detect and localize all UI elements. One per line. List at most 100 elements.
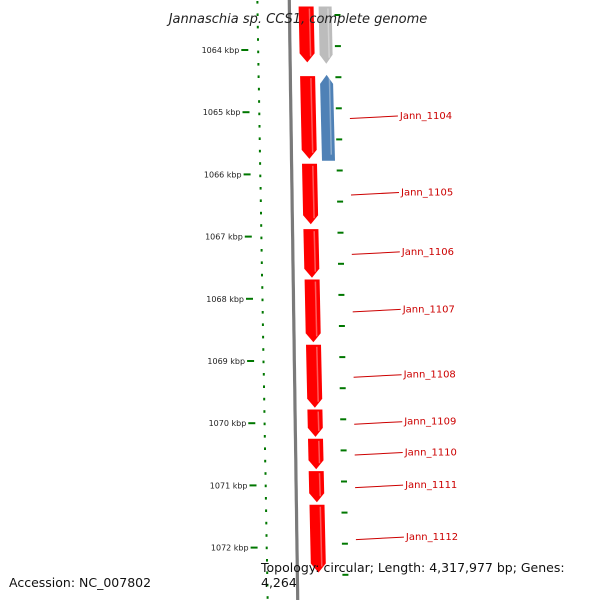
gene-highlight [328,76,333,155]
kbp-tick-label: 1064 kbp [202,46,240,55]
gene-arrow[interactable] [300,76,317,159]
ruler-dot [258,149,261,153]
ruler-dot [258,137,261,140]
ruler-minor-tick [335,107,342,110]
kbp-tick-label: 1065 kbp [203,108,241,117]
ruler-minor-tick [337,231,344,234]
ruler-dot [264,459,267,463]
gene-highlight [313,231,317,272]
ruler-dot [264,497,267,500]
gene-label[interactable]: Jann_1109 [403,417,456,428]
ruler-minor-tick [339,356,346,359]
gene[interactable] [309,504,326,573]
ruler-minor-tick [341,542,348,545]
gene-arrow[interactable] [308,438,324,470]
ruler-dot [259,187,262,190]
topology-summary: Topology: circular; Length: 4,317,977 bp… [261,560,565,590]
ruler-minor-tick [336,138,343,141]
ruler-dot [258,100,261,103]
gene-label-leader [355,536,404,541]
gene-arrow[interactable] [308,471,325,503]
genome-title: Jannaschia sp. CCS1, complete genome [166,12,428,27]
gene[interactable] [304,279,321,343]
ruler-dot [265,521,268,525]
gene[interactable] [308,438,324,470]
ruler-minor-tick [334,45,341,48]
gene-label[interactable]: Jann_1108 [403,370,456,381]
gene-arrow[interactable] [306,344,323,408]
accession-label: Accession: NC_007802 [9,575,152,590]
ruler-dot [262,360,265,364]
gene-label[interactable]: Jann_1105 [400,188,453,199]
ruler-dot [263,385,265,388]
gene-arrow[interactable] [318,6,333,64]
kbp-tick-label: 1067 kbp [205,233,243,242]
ruler-dot [257,38,259,41]
ruler-major-tick [250,546,258,549]
kbp-tick-label: 1069 kbp [207,357,245,366]
gene-label-leader [351,251,400,255]
gene[interactable] [318,6,333,64]
gene-highlight [319,506,323,567]
gene-highlight [318,473,321,497]
gene-label[interactable]: Jann_1104 [399,111,452,122]
gene-highlight [308,8,312,57]
ruler-dot [258,125,261,128]
ruler-dot [259,162,262,165]
ruler-dot [257,63,260,66]
gene-label[interactable]: Jann_1106 [401,247,454,258]
gene-arrow[interactable] [304,279,321,343]
gene-arrow[interactable] [303,229,320,278]
gene[interactable] [300,76,317,159]
kbp-tick-label: 1071 kbp [210,481,248,490]
kbp-tick-label: 1072 kbp [211,544,249,553]
gene-track[interactable] [298,6,335,573]
ruler-dot [260,249,263,252]
gene-highlight [314,281,318,337]
gene-label[interactable]: Jann_1107 [402,304,455,315]
gene-label-leader [350,192,400,196]
gene-arrow[interactable] [298,6,315,63]
ruler-dot [259,174,262,178]
ruler-dot [263,435,266,438]
ruler-major-tick [241,49,249,51]
gene[interactable] [307,409,323,437]
gene-highlight [318,440,321,464]
gene-label[interactable]: Jann_1110 [404,448,457,459]
gene-label-leader [354,452,403,456]
gene-label[interactable]: Jann_1111 [404,480,457,491]
gene-arrow[interactable] [309,504,326,573]
gene-arrow[interactable] [320,74,335,161]
ruler-dot [257,75,260,78]
ruler-dot [266,571,269,574]
ruler-dot [265,534,268,537]
ruler-dot [266,583,269,587]
gene-arrow[interactable] [302,163,319,225]
ruler-minor-tick [339,387,346,390]
gene[interactable] [306,344,323,408]
gene-highlight [327,8,330,58]
gene[interactable] [303,229,320,278]
ruler-dot [262,373,265,376]
ruler-major-tick [248,422,256,425]
gene[interactable] [298,6,315,63]
ruler-dot [264,472,267,475]
ruler-minor-tick [338,325,345,327]
kbp-tick-label: 1068 kbp [206,295,244,304]
ruler-major-tick [244,235,252,238]
ruler-dot [259,199,262,202]
gene-label[interactable]: Jann_1112 [405,532,458,543]
gene[interactable] [320,74,335,161]
ruler-minor-tick [338,262,344,265]
gene[interactable] [308,471,325,503]
kbp-tick-label: 1070 kbp [209,419,247,428]
gene-label-leader [353,374,402,378]
backbone-line [287,0,300,600]
gene[interactable] [302,163,319,225]
gene-label-leader [355,484,404,489]
ruler-dot [265,509,268,512]
gene-labels[interactable]: Jann_1104 Jann_1105 Jann_1106 Jann_1107 Jann… [349,111,458,543]
ruler-minor-tick [337,200,344,203]
gene-arrow[interactable] [307,409,323,437]
